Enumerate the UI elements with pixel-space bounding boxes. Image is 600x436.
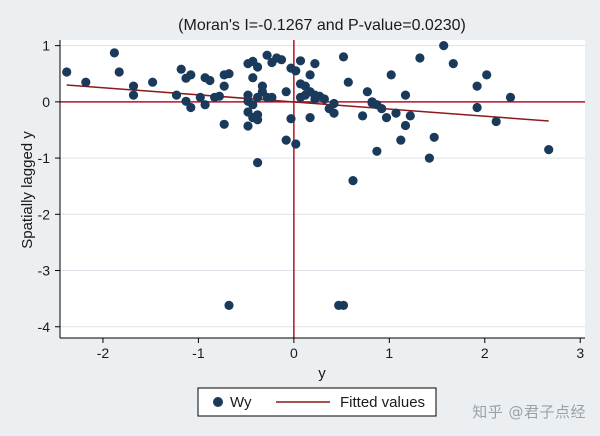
chart-title: (Moran's I=-0.1267 and P-value=0.0230) [178,17,466,34]
y-tick-label: 1 [42,38,50,54]
legend: Wy Fitted values [197,387,437,417]
data-point [329,98,339,109]
data-point [482,70,492,80]
data-point [295,56,306,66]
data-point [205,75,215,86]
data-point [195,92,205,102]
data-point [338,300,349,310]
data-point [214,91,224,101]
data-point [200,100,210,110]
data-point [253,115,263,125]
data-point [472,81,482,91]
data-point [224,69,234,79]
data-point [362,87,372,97]
legend-marker-wy [213,397,223,407]
y-tick-label: -2 [38,206,51,222]
data-point [243,121,253,131]
data-point [372,146,382,156]
data-point [391,108,401,118]
data-point [253,62,263,72]
data-point [219,81,229,91]
data-point [400,90,411,100]
tick-labels: -2 -1 0 1 2 3 1 0 -1 -2 -3 -4 [38,38,585,361]
data-point [248,73,258,83]
data-point [128,90,139,100]
data-point [429,132,439,142]
data-point [248,100,258,110]
data-point [491,116,501,127]
data-point [186,102,196,113]
data-point [544,145,554,155]
data-point [319,94,329,104]
data-point [219,119,229,129]
x-tick-label: -2 [97,345,110,361]
legend-box [197,387,437,417]
data-point [305,70,315,80]
x-tick-label: -1 [192,345,205,361]
x-tick-label: 3 [576,345,584,361]
data-point [377,104,387,114]
watermark-text: 知乎 @君子点经 [472,403,586,421]
data-point [310,59,320,69]
data-point [338,52,349,62]
data-point [281,135,291,145]
data-point [281,87,291,97]
data-point [400,120,411,131]
data-point [128,81,139,91]
data-point [276,55,287,65]
data-point [109,48,119,58]
data-point [291,139,301,149]
data-point [181,96,191,106]
y-tick-label: 0 [42,94,50,110]
data-point [81,77,91,87]
data-point [348,176,358,186]
data-point [176,64,186,74]
x-tick-label: 2 [481,345,489,361]
x-tick-label: 1 [385,345,393,361]
data-point [448,59,458,69]
data-point [343,77,353,87]
data-point [291,66,301,76]
data-point [405,111,415,121]
data-point [381,113,392,123]
y-tick-label: -3 [38,263,51,279]
data-point [253,158,263,168]
data-point [186,70,196,80]
y-tick-label: -1 [38,150,51,166]
fitted-values-line [66,84,549,122]
plot-area [60,40,585,338]
data-point [267,92,277,102]
data-point [62,67,72,77]
data-point [114,67,124,77]
data-point [148,77,158,87]
fit-line-layer [66,84,549,122]
data-point [415,53,425,63]
data-point [424,153,434,163]
axes [55,40,585,343]
data-point [171,90,182,100]
data-point [329,108,339,118]
y-axis-title: Spatially lagged y [19,131,36,249]
data-point [358,111,368,121]
data-point [439,41,449,51]
data-point [224,300,234,310]
data-point [386,70,396,80]
legend-label-fitted: Fitted values [340,394,425,411]
legend-label-wy: Wy [230,394,252,411]
data-point [396,135,406,145]
x-axis-title: y [318,365,326,382]
data-point [262,50,272,60]
data-point [286,114,296,124]
data-point [472,102,482,113]
data-points [62,41,554,310]
data-point [505,92,516,102]
data-point [305,113,315,123]
y-tick-label: -4 [38,319,51,335]
x-tick-label: 0 [290,345,298,361]
